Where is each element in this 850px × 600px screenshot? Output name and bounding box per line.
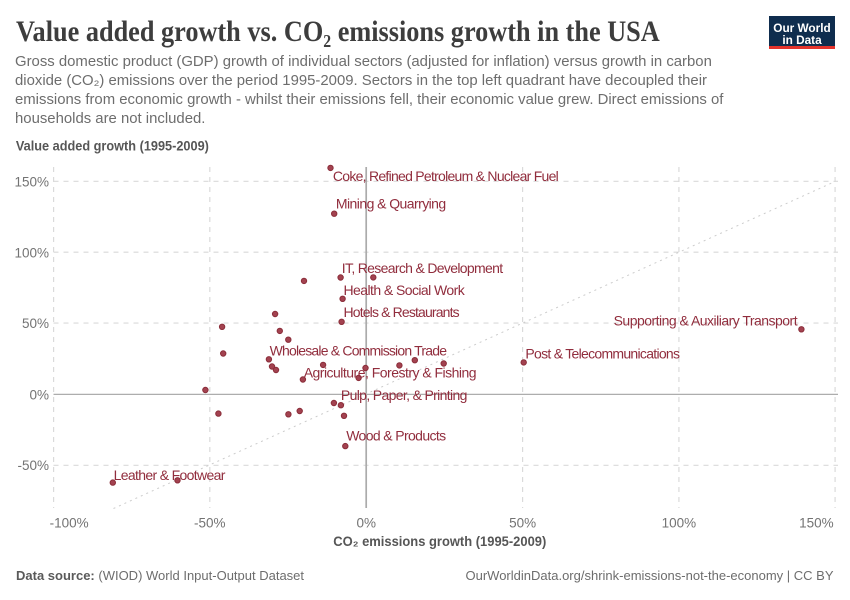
svg-text:50%: 50% [22,316,49,331]
svg-text:0%: 0% [356,516,376,531]
svg-text:-50%: -50% [194,516,226,531]
svg-text:Wood & Products: Wood & Products [346,427,446,443]
svg-text:100%: 100% [662,516,697,531]
svg-text:IT, Research & Development: IT, Research & Development [342,260,503,276]
svg-text:50%: 50% [509,516,536,531]
svg-text:-100%: -100% [50,516,89,531]
svg-text:Agriculture, Forestry & Fishin: Agriculture, Forestry & Fishing [304,365,477,381]
svg-text:Pulp, Paper, & Printing: Pulp, Paper, & Printing [341,387,468,403]
svg-text:-50%: -50% [17,458,49,473]
svg-text:Mining & Quarrying: Mining & Quarrying [336,196,446,212]
svg-text:100%: 100% [14,245,49,260]
svg-text:Supporting & Auxiliary Transpo: Supporting & Auxiliary Transport [614,312,798,328]
svg-text:Post & Telecommunications: Post & Telecommunications [525,346,680,362]
svg-text:150%: 150% [14,174,49,189]
svg-text:Hotels & Restaurants: Hotels & Restaurants [344,304,460,320]
svg-text:Coke, Refined Petroleum & Nucl: Coke, Refined Petroleum & Nuclear Fuel [333,168,559,184]
svg-text:Leather & Footwear: Leather & Footwear [114,467,226,483]
svg-text:150%: 150% [799,516,834,531]
svg-text:0%: 0% [29,388,49,403]
svg-text:CO₂ emissions growth (1995-200: CO₂ emissions growth (1995-2009) [333,534,546,549]
svg-text:Wholesale & Commission Trade: Wholesale & Commission Trade [270,342,448,358]
svg-text:Health & Social Work: Health & Social Work [344,282,466,298]
svg-text:Value added growth (1995-2009): Value added growth (1995-2009) [16,139,209,154]
